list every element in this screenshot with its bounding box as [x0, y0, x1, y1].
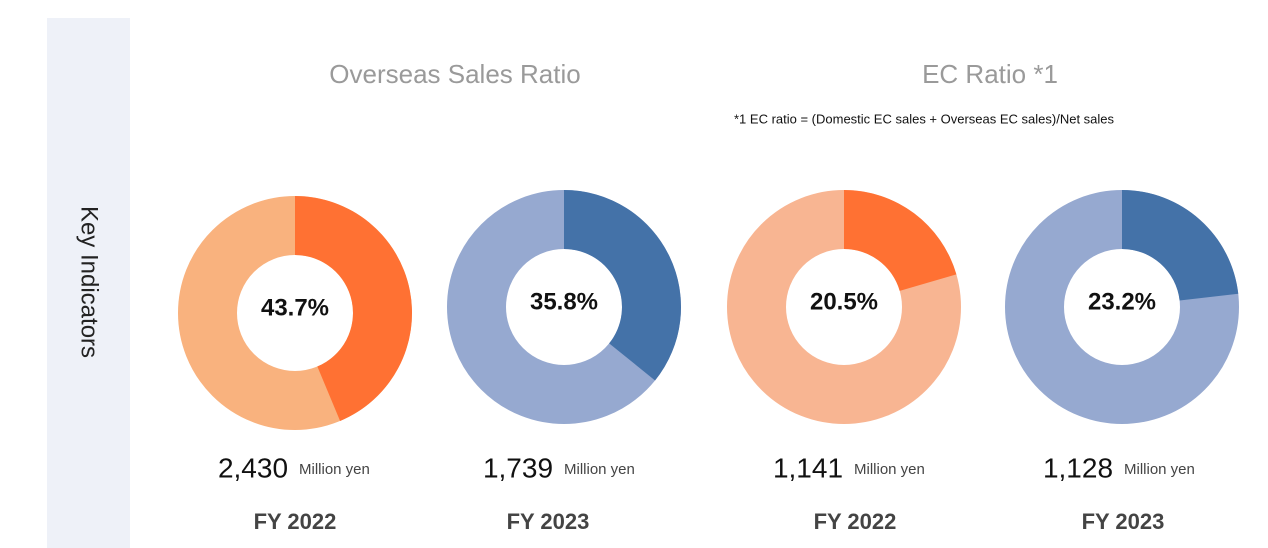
unit: Million yen: [854, 461, 925, 478]
side-label: Key Indicators: [76, 206, 103, 358]
footnote: *1 EC ratio = (Domestic EC sales + Overs…: [734, 111, 1115, 126]
center-label: 35.8%: [530, 288, 598, 315]
donut-slice: [295, 196, 413, 421]
amount: 1,128: [1043, 452, 1113, 483]
amount: 1,739: [483, 452, 553, 483]
center-label: 20.5%: [810, 288, 878, 315]
side-panel: [47, 18, 130, 548]
donut-slice: [1122, 189, 1239, 301]
center-label: 43.7%: [261, 294, 329, 321]
group-title: Overseas Sales Ratio: [329, 59, 580, 89]
unit: Million yen: [299, 461, 370, 478]
unit: Million yen: [1124, 461, 1195, 478]
period: FY 2022: [814, 509, 897, 534]
amount: 1,141: [773, 452, 843, 483]
period: FY 2023: [1082, 509, 1165, 534]
center-label: 23.2%: [1088, 288, 1156, 315]
donut-slice: [844, 190, 957, 291]
amount: 2,430: [218, 452, 288, 483]
unit: Million yen: [564, 461, 635, 478]
group-title: EC Ratio *1: [922, 59, 1058, 89]
period: FY 2023: [507, 509, 590, 534]
donut-slice: [564, 190, 682, 381]
period: FY 2022: [254, 509, 337, 534]
